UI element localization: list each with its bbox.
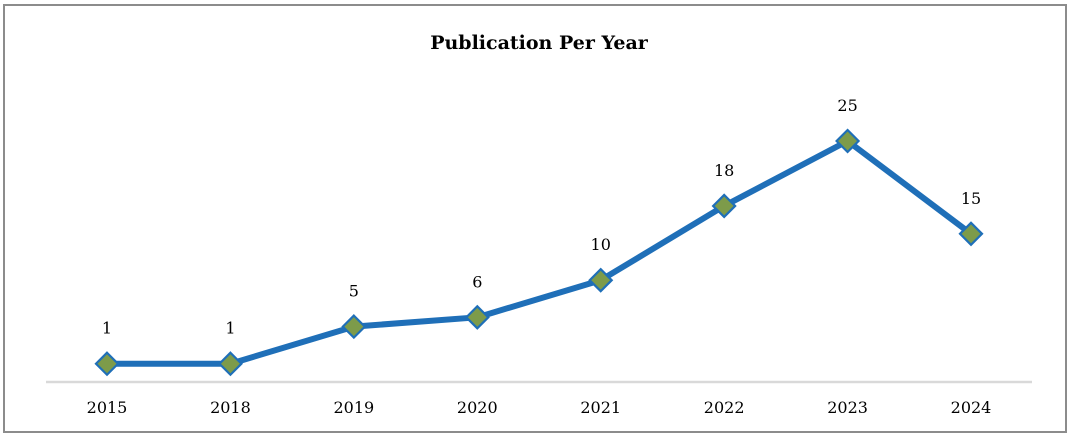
data-label: 18 — [714, 161, 734, 180]
x-tick-label: 2020 — [457, 398, 498, 417]
data-label: 5 — [349, 282, 359, 301]
chart-title: Publication Per Year — [430, 32, 649, 54]
data-point-marker — [341, 314, 367, 340]
data-label: 1 — [225, 319, 235, 338]
x-tick-label: 2022 — [704, 398, 745, 417]
data-point-marker — [464, 304, 490, 330]
series-line — [107, 138, 973, 367]
x-tick-label: 2023 — [827, 398, 868, 417]
data-label: 25 — [837, 96, 857, 115]
series-layer — [107, 138, 973, 367]
data-label: 10 — [591, 235, 611, 254]
data-point-marker — [958, 221, 984, 247]
x-tick-label: 2015 — [87, 398, 128, 417]
data-label: 15 — [961, 189, 981, 208]
x-tick-label: 2021 — [580, 398, 621, 417]
x-tick-label: 2018 — [210, 398, 251, 417]
x-tick-label: 2019 — [333, 398, 374, 417]
data-point-marker — [835, 128, 861, 154]
data-label: 6 — [472, 272, 482, 291]
data-point-marker — [711, 193, 737, 219]
data-point-marker — [588, 267, 614, 293]
x-tick-label: 2024 — [951, 398, 992, 417]
marker-layer — [94, 128, 984, 377]
x-tick-layer: 2015 2018 2019 2020 2021 2022 2023 2024 — [87, 398, 992, 417]
data-label: 1 — [102, 319, 112, 338]
data-point-marker — [94, 351, 120, 377]
data-point-marker — [217, 351, 243, 377]
